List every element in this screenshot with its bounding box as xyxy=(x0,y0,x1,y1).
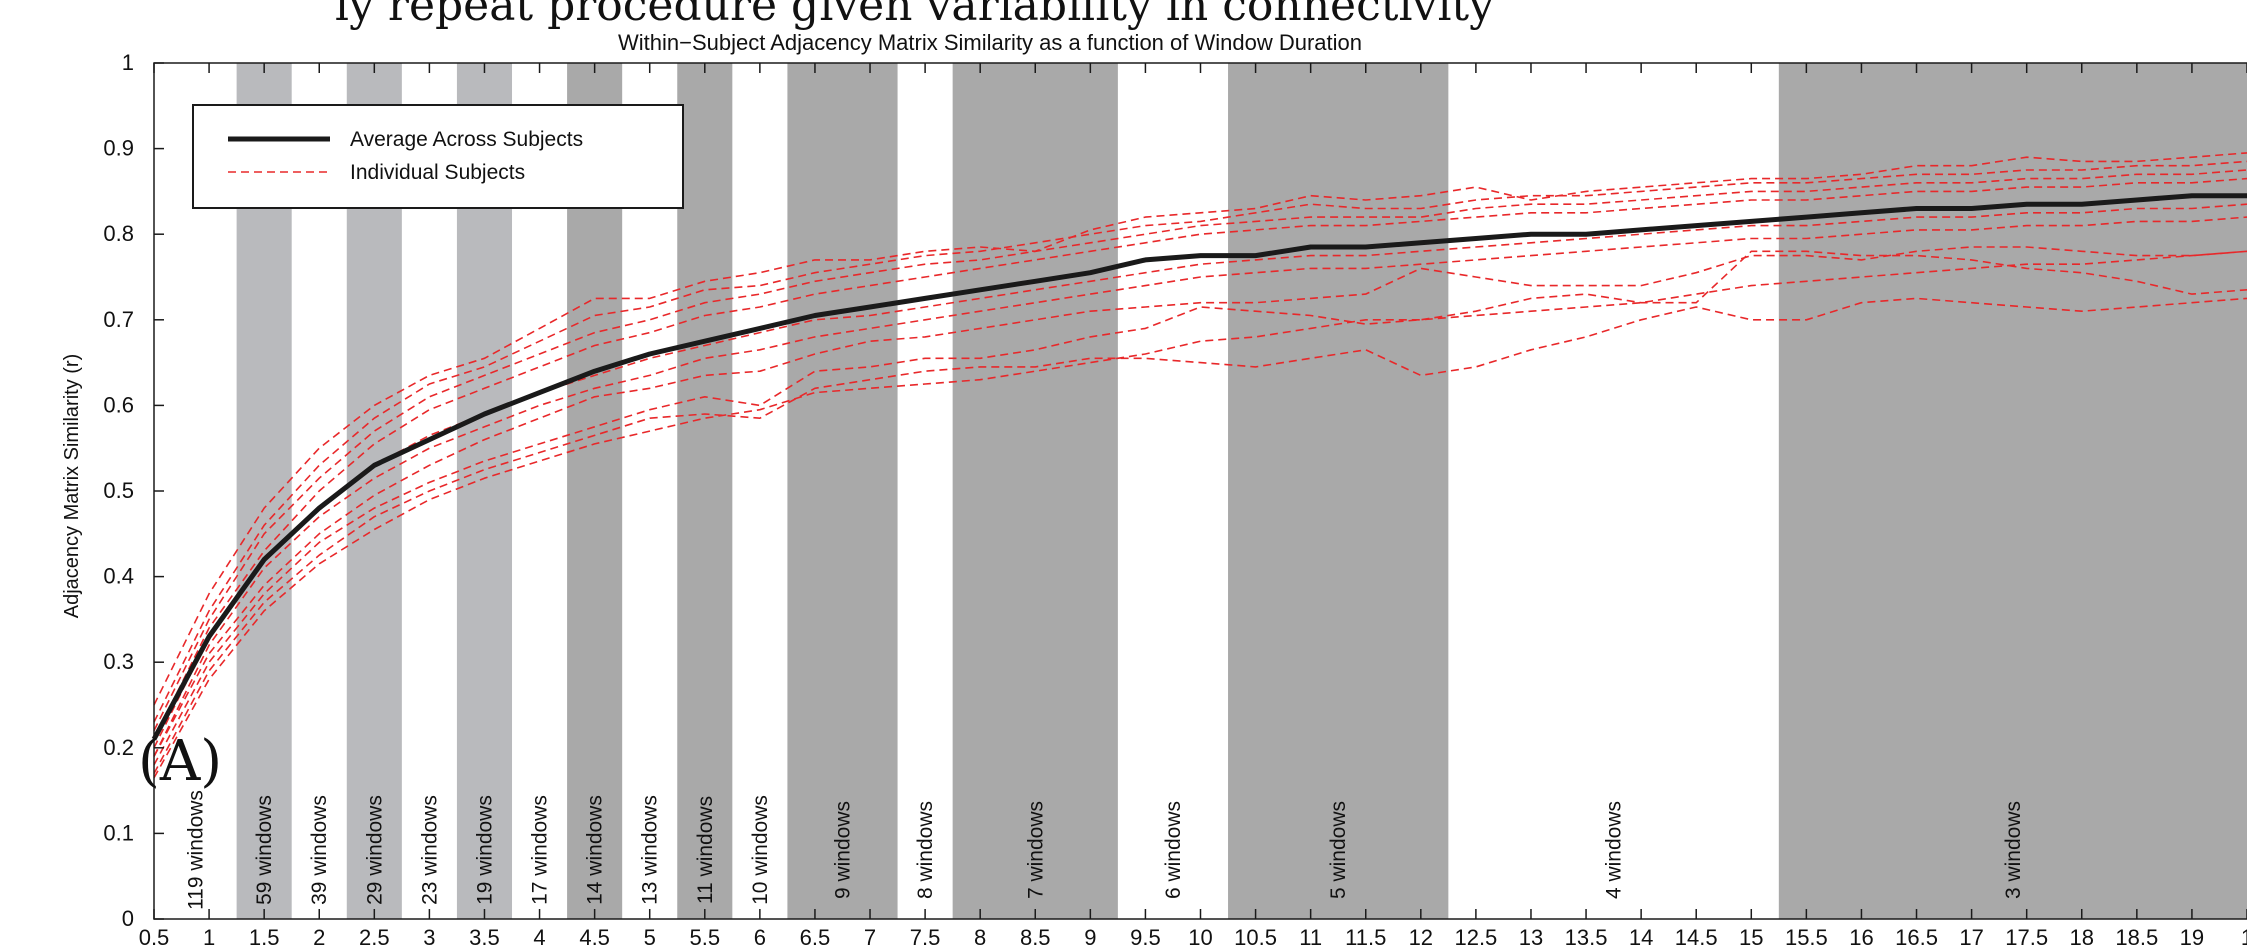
x-tick-label-1: 1 xyxy=(203,925,215,946)
x-tick-label-9: 5 xyxy=(644,925,656,946)
x-tick-label-33: 17 xyxy=(1959,925,1983,946)
band-label-3: 29 windows xyxy=(363,795,386,905)
y-axis-label: Adjacency Matrix Similarity (r) xyxy=(61,354,83,618)
series-individual-10 xyxy=(153,250,2247,779)
band-label-12: 8 windows xyxy=(914,801,937,899)
series-individual-9 xyxy=(153,297,2247,774)
band-label-15: 5 windows xyxy=(1327,801,1350,899)
series-individual-5 xyxy=(153,203,2247,749)
panel-letter: (A) xyxy=(138,729,222,794)
x-tick-label-11: 6 xyxy=(754,925,766,946)
x-tick-label-10: 5.5 xyxy=(689,925,720,946)
x-tick-label-28: 14.5 xyxy=(1675,925,1718,946)
band-label-6: 17 windows xyxy=(529,795,552,905)
x-tick-label-4: 2.5 xyxy=(359,925,390,946)
series-individual-6 xyxy=(153,216,2247,757)
y-tick-label-7: 0.7 xyxy=(103,307,134,332)
y-tick-label-6: 0.6 xyxy=(103,392,134,417)
band-label-13: 7 windows xyxy=(1024,801,1047,899)
x-tick-label-5: 3 xyxy=(423,925,435,946)
band-label-16: 4 windows xyxy=(1603,801,1626,899)
x-tick-label-38: 1 xyxy=(2241,925,2247,946)
band-label-0: 119 windows xyxy=(184,790,207,910)
x-tick-label-12: 6.5 xyxy=(800,925,831,946)
axes: 00.10.20.30.40.50.60.70.80.910.5 1 1.5 2 2.5… xyxy=(103,50,2247,946)
x-tick-label-31: 16 xyxy=(1849,925,1873,946)
x-tick-label-30: 15.5 xyxy=(1785,925,1828,946)
y-tick-label-4: 0.4 xyxy=(103,564,134,589)
band-label-2: 39 windows xyxy=(308,795,331,905)
series-individual-8 xyxy=(153,250,2247,766)
x-tick-label-29: 15 xyxy=(1739,925,1763,946)
x-tick-label-14: 7.5 xyxy=(910,925,941,946)
band-label-17: 3 windows xyxy=(2002,801,2025,899)
x-tick-label-0: 0.5 xyxy=(139,925,170,946)
series-individual-7 xyxy=(153,246,2247,757)
band-label-14: 6 windows xyxy=(1162,801,1185,899)
legend-label-individual: Individual Subjects xyxy=(350,161,525,184)
band-label-1: 59 windows xyxy=(253,795,276,905)
series-layer xyxy=(151,152,2247,779)
y-tick-label-10: 1 xyxy=(122,50,134,75)
band-9 xyxy=(677,63,733,919)
band-label-10: 10 windows xyxy=(749,795,772,905)
x-tick-label-27: 14 xyxy=(1629,925,1653,946)
band-label-4: 23 windows xyxy=(418,795,441,905)
x-tick-label-15: 8 xyxy=(974,925,986,946)
x-tick-label-34: 17.5 xyxy=(2005,925,2048,946)
x-tick-label-35: 18 xyxy=(2070,925,2094,946)
x-tick-label-6: 3.5 xyxy=(469,925,500,946)
x-tick-label-8: 4.5 xyxy=(579,925,610,946)
series-individual-4 xyxy=(153,177,2247,740)
band-11 xyxy=(787,63,898,919)
x-tick-label-17: 9 xyxy=(1084,925,1096,946)
band-17 xyxy=(1778,63,2247,919)
y-tick-label-2: 0.2 xyxy=(103,735,134,760)
clipped-heading: ly repeat procedure given variability in… xyxy=(335,0,1494,31)
series-individual-2 xyxy=(153,160,2247,723)
y-tick-label-9: 0.9 xyxy=(103,136,134,161)
y-tick-label-8: 0.8 xyxy=(103,221,134,246)
chart-title: Within−Subject Adjacency Matrix Similari… xyxy=(618,30,1362,55)
x-tick-label-19: 10 xyxy=(1188,925,1212,946)
legend: Average Across Subjects Individual Subje… xyxy=(192,104,684,209)
x-tick-label-22: 11.5 xyxy=(1345,925,1386,946)
series-average xyxy=(151,193,2247,741)
y-tick-label-0: 0 xyxy=(122,906,134,931)
band-label-9: 11 windows xyxy=(694,796,717,904)
y-tick-label-3: 0.3 xyxy=(103,649,134,674)
x-tick-label-2: 1.5 xyxy=(249,925,280,946)
x-tick-label-37: 19 xyxy=(2180,925,2204,946)
band-label-8: 13 windows xyxy=(639,795,662,905)
band-label-11: 9 windows xyxy=(831,801,854,899)
x-tick-label-25: 13 xyxy=(1519,925,1543,946)
x-tick-label-36: 18.5 xyxy=(2115,925,2158,946)
x-tick-label-23: 12 xyxy=(1409,925,1433,946)
band-label-5: 19 windows xyxy=(473,795,496,905)
series-individual-1 xyxy=(153,152,2247,706)
x-tick-label-21: 11 xyxy=(1299,925,1322,946)
x-tick-label-24: 12.5 xyxy=(1454,925,1497,946)
y-tick-label-1: 0.1 xyxy=(103,820,134,845)
x-tick-label-16: 8.5 xyxy=(1020,925,1051,946)
y-tick-label-5: 0.5 xyxy=(103,478,134,503)
legend-label-average: Average Across Subjects xyxy=(350,128,583,151)
x-tick-label-18: 9.5 xyxy=(1130,925,1161,946)
band-13 xyxy=(952,63,1118,919)
x-tick-label-13: 7 xyxy=(864,925,876,946)
series-individual-3 xyxy=(153,169,2247,732)
band-label-7: 14 windows xyxy=(584,795,607,905)
x-tick-label-7: 4 xyxy=(533,925,545,946)
band-15 xyxy=(1228,63,1449,919)
x-tick-label-20: 10.5 xyxy=(1234,925,1277,946)
x-tick-label-26: 13.5 xyxy=(1565,925,1608,946)
x-tick-label-3: 2 xyxy=(313,925,325,946)
legend-box xyxy=(192,104,684,209)
x-tick-label-32: 16.5 xyxy=(1895,925,1938,946)
